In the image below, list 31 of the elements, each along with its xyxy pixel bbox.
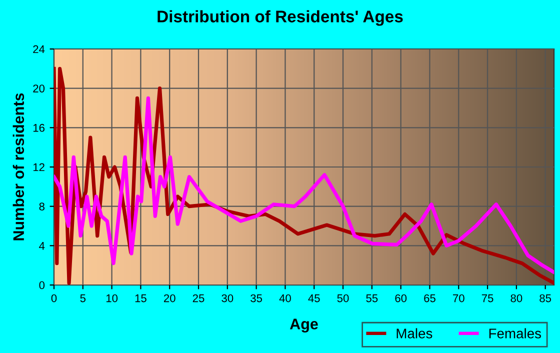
x-tick-label: 0 <box>51 294 57 302</box>
y-tick-label: 8 <box>39 202 44 210</box>
x-tick-label: 10 <box>106 294 118 302</box>
y-tick-label: 4 <box>39 242 45 250</box>
x-tick-label: 60 <box>395 294 407 302</box>
legend-label: Females <box>489 328 541 338</box>
x-tick-label: 40 <box>279 294 291 302</box>
x-tick-label: 20 <box>164 294 176 302</box>
y-tick-label: 16 <box>33 124 44 132</box>
y-tick-label: 20 <box>33 84 45 92</box>
x-tick-label: 15 <box>135 294 146 302</box>
x-axis-title: Age <box>290 318 318 333</box>
y-tick-label: 12 <box>33 163 44 172</box>
x-tick-label: 50 <box>337 294 349 302</box>
x-tick-label: 45 <box>308 294 320 302</box>
y-tick-label: 0 <box>39 281 45 290</box>
y-tick-label: 24 <box>33 45 45 54</box>
x-tick-label: 65 <box>424 294 436 302</box>
y-axis-title: Number of residents <box>12 93 24 240</box>
x-tick-label: 5 <box>80 294 86 302</box>
x-tick-label: 30 <box>222 294 234 302</box>
x-tick-label: 35 <box>250 294 262 302</box>
x-tick-label: 55 <box>366 294 378 302</box>
x-tick-label: 75 <box>482 294 494 302</box>
x-tick-label: 80 <box>510 294 522 302</box>
line-series <box>54 96 554 274</box>
x-tick-label: 85 <box>540 294 552 302</box>
x-tick-label: 25 <box>192 294 204 302</box>
legend-label: Males <box>396 328 432 338</box>
chart-title: Distribution of Residents' Ages <box>158 10 403 26</box>
x-tick-label: 70 <box>453 294 464 302</box>
